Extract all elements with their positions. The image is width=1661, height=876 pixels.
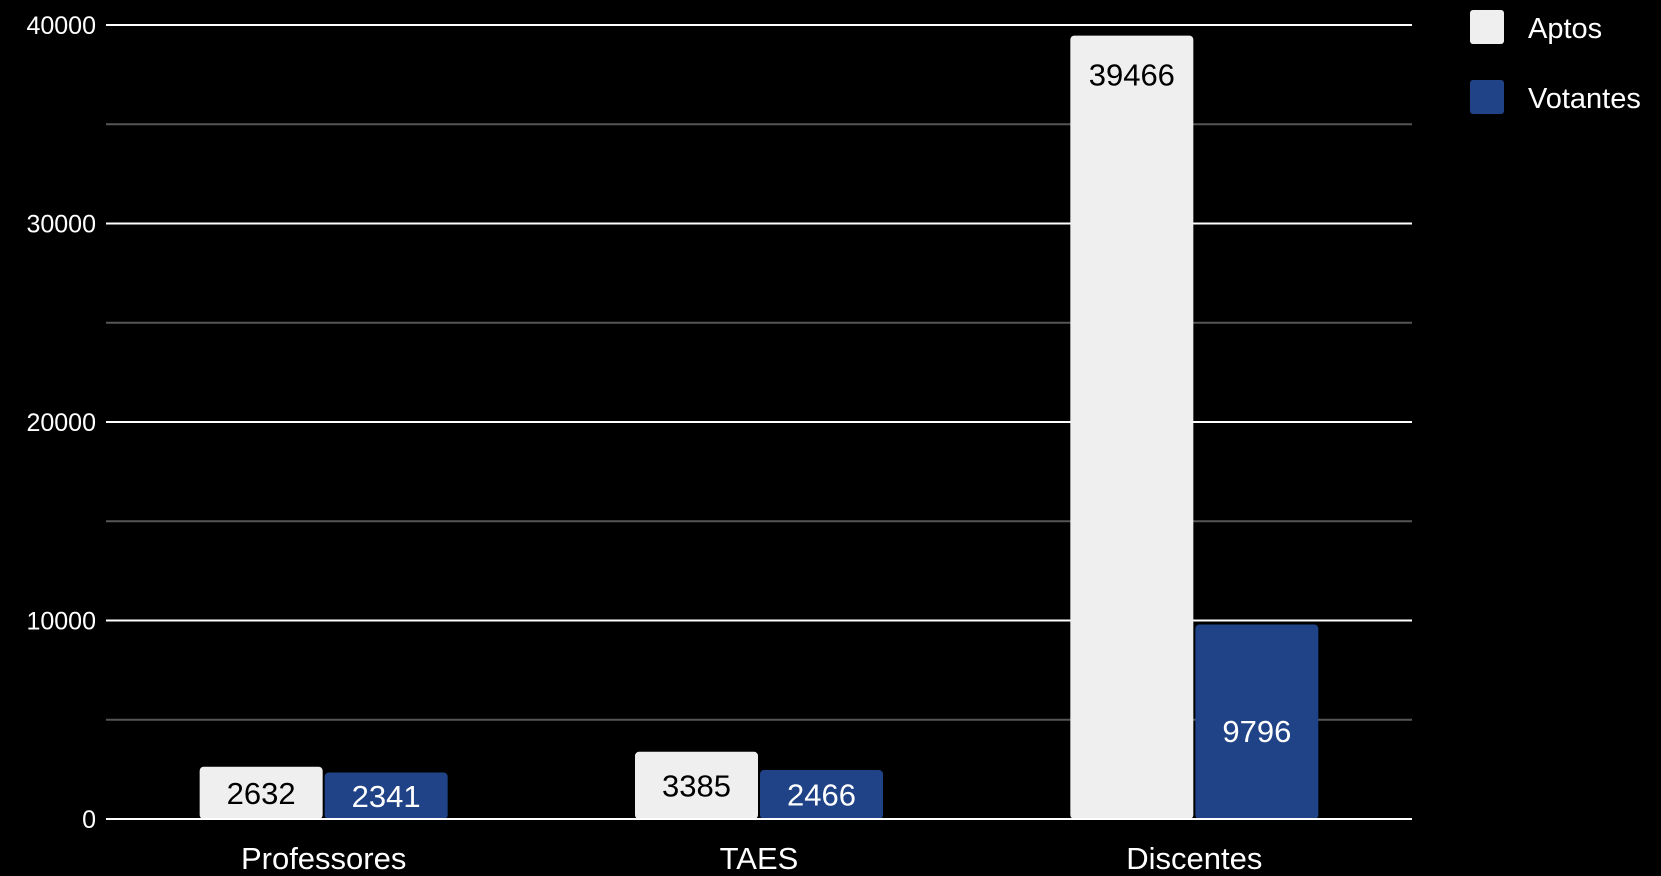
- x-category-label: TAES: [720, 841, 799, 876]
- bar-aptos-discentes: [1070, 35, 1194, 819]
- y-tick-label: 30000: [26, 211, 96, 239]
- data-label: 2466: [787, 778, 856, 813]
- data-label: 2632: [227, 776, 296, 811]
- legend-label: Aptos: [1528, 13, 1602, 45]
- bar-votantes-discentes: [1195, 624, 1319, 819]
- x-category-label: Professores: [241, 841, 406, 876]
- legend-label: Votantes: [1528, 83, 1641, 115]
- y-tick-label: 10000: [26, 608, 96, 636]
- bar-aptos-taes: [635, 751, 758, 819]
- legend-swatch-votantes: [1470, 80, 1504, 114]
- y-tick-label: 0: [82, 806, 96, 834]
- bar-aptos-professores: [199, 766, 323, 819]
- data-label: 39466: [1089, 58, 1175, 93]
- data-label: 3385: [662, 768, 731, 803]
- y-axis: 0 10000 20000 30000 40000: [26, 12, 96, 834]
- legend-swatch-aptos: [1470, 10, 1504, 44]
- x-category-label: Discentes: [1126, 841, 1262, 876]
- x-axis: Professores TAES Discentes: [106, 818, 1412, 876]
- y-tick-label: 40000: [26, 12, 96, 40]
- bar-votantes-taes: [760, 770, 883, 819]
- data-label: 2341: [352, 779, 421, 814]
- data-label: 9796: [1222, 714, 1291, 749]
- y-tick-label: 20000: [26, 409, 96, 437]
- bar-votantes-professores: [324, 772, 448, 819]
- bars: 2632 2341 3385 2466 39466 9796: [199, 35, 1319, 819]
- legend: Aptos Votantes: [1470, 10, 1641, 115]
